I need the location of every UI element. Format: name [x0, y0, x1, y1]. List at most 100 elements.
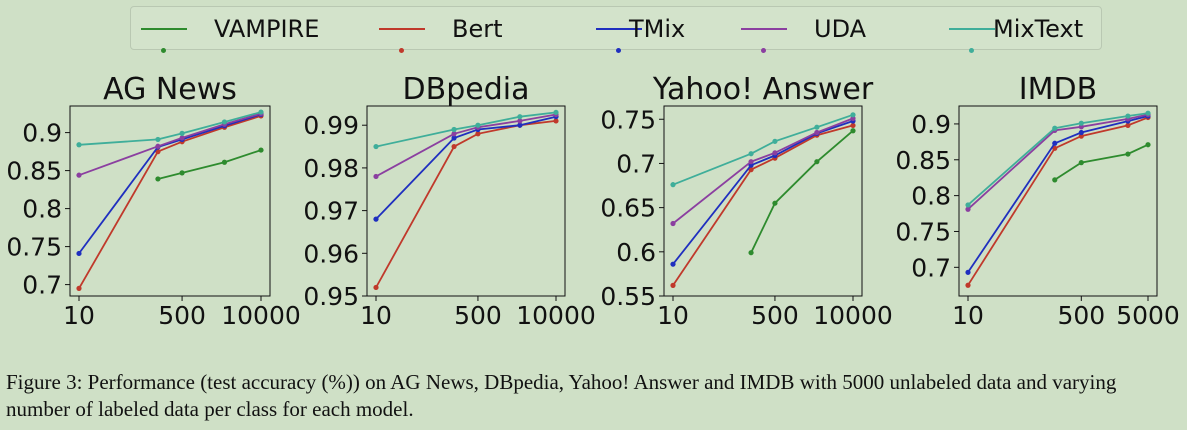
y-tick-label: 0.8: [911, 182, 951, 211]
plot-frame: [69, 105, 271, 297]
y-tick-label: 0.7: [911, 253, 951, 282]
y-tick-label: 0.55: [600, 282, 656, 311]
data-point-mixtext: [258, 109, 264, 115]
data-point-vampire: [1052, 177, 1058, 183]
data-point-tmix: [965, 269, 971, 275]
data-point-vampire: [1125, 151, 1131, 157]
series-line-vampire: [157, 149, 262, 180]
chart-1: DBpedia 0.95 0.96 0.97 0.98 0.99 10 500 10000: [303, 72, 595, 330]
chart-title: AG News: [103, 72, 237, 107]
data-point-mixtext: [221, 119, 228, 125]
y-tick-label: 0.7: [22, 271, 62, 300]
y-tick-label: 0.8: [22, 195, 62, 224]
legend-label-tmix: TMix: [629, 15, 686, 43]
y-tick-label: 0.97: [303, 197, 359, 226]
data-point-vampire: [258, 147, 264, 153]
data-point-mixtext: [670, 182, 676, 188]
data-point-mixtext: [553, 109, 559, 116]
y-tick-label: 0.75: [600, 105, 656, 134]
data-point-uda: [373, 173, 379, 180]
x-tick-label: 10: [63, 301, 95, 330]
y-tick-label: 0.75: [895, 217, 951, 246]
series-line-vampire: [1054, 143, 1149, 181]
data-point-bert: [670, 282, 676, 288]
data-point-vampire: [772, 200, 778, 206]
data-point-bert: [155, 149, 161, 155]
y-tick-label: 0.6: [616, 238, 656, 267]
chart-title: DBpedia: [403, 72, 530, 107]
data-point-tmix: [373, 216, 379, 222]
legend-swatch-bert: [379, 28, 425, 53]
y-tick-label: 0.95: [303, 282, 359, 311]
y-tick-label: 0.85: [6, 157, 62, 186]
x-tick-label: 500: [454, 301, 502, 330]
data-point-mixtext: [1052, 125, 1058, 131]
data-point-mixtext: [451, 126, 457, 133]
y-tick-label: 0.7: [616, 149, 656, 178]
data-point-bert: [1125, 122, 1131, 128]
data-point-bert: [1052, 145, 1058, 151]
data-point-tmix: [1052, 140, 1058, 146]
series-line-bert: [672, 124, 854, 286]
data-point-bert: [76, 285, 82, 291]
series-line-mixtext: [78, 111, 262, 146]
data-point-vampire: [1078, 160, 1084, 166]
series-line-uda: [672, 117, 854, 225]
data-point-bert: [475, 131, 481, 137]
data-point-mixtext: [748, 151, 754, 157]
data-point-uda: [670, 220, 676, 227]
legend-swatch-mixtext: [949, 28, 995, 53]
data-point-vampire: [221, 159, 228, 165]
x-tick-label: 500: [158, 301, 206, 330]
data-point-bert: [553, 118, 559, 124]
data-point-uda: [748, 159, 754, 165]
y-tick-label: 0.9: [911, 110, 951, 139]
series-line-tmix: [78, 113, 262, 254]
figure-caption: Figure 3: Performance (test accuracy (%)…: [6, 370, 1117, 421]
plot-frame: [663, 105, 863, 297]
data-point-mixtext: [76, 142, 82, 148]
data-point-uda: [1078, 124, 1084, 130]
data-point-vampire: [1145, 142, 1151, 148]
x-tick-label: 10: [657, 301, 689, 330]
data-point-mixtext: [155, 136, 161, 143]
x-tick-label: 10000: [813, 301, 893, 330]
legend-swatch-uda: [741, 28, 787, 53]
legend-label-vampire: VAMPIRE: [214, 15, 320, 43]
data-point-tmix: [451, 135, 457, 141]
legend-swatch-tmix: [596, 28, 642, 53]
data-point-tmix: [1078, 129, 1084, 136]
data-point-bert: [965, 282, 971, 288]
chart-legend: VAMPIRE Bert TMix UDA MixText: [130, 6, 1102, 53]
data-point-uda: [965, 206, 971, 212]
y-tick-label: 0.65: [600, 194, 656, 223]
x-tick-label: 10000: [516, 301, 596, 330]
y-tick-label: 0.75: [6, 233, 62, 262]
data-point-vampire: [748, 250, 754, 256]
y-tick-label: 0.9: [22, 119, 62, 148]
data-point-bert: [451, 143, 457, 150]
data-point-mixtext: [179, 130, 185, 136]
y-tick-label: 0.99: [303, 111, 359, 140]
data-point-uda: [76, 172, 82, 178]
data-point-uda: [155, 143, 161, 149]
data-point-mixtext: [1145, 110, 1151, 116]
data-point-vampire: [814, 159, 820, 165]
chart-2: Yahoo! Answer 0.55 0.6 0.65 0.7 0.75 10 500 1000…: [600, 72, 892, 330]
data-point-bert: [1078, 133, 1084, 139]
data-point-mixtext: [373, 143, 379, 150]
charts-panel: AG News 0.7 0.75 0.8 0.85 0.9 10 500 10000 DBpedi…: [6, 72, 1179, 330]
legend-swatch-vampire: [141, 28, 187, 53]
data-point-bert: [373, 284, 379, 291]
series-line-tmix: [375, 115, 557, 220]
x-tick-label: 10000: [221, 301, 301, 330]
series-line-bert: [375, 120, 557, 288]
legend-label-mixtext: MixText: [993, 15, 1084, 43]
legend-label-bert: Bert: [452, 15, 503, 43]
series-line-tmix: [672, 120, 854, 265]
chart-3: IMDB 0.7 0.75 0.8 0.85 0.9 10 500 5000: [895, 72, 1179, 330]
data-point-mixtext: [1125, 113, 1131, 119]
data-point-uda: [772, 150, 778, 156]
data-point-mixtext: [1078, 120, 1084, 126]
x-tick-label: 10: [952, 301, 984, 330]
